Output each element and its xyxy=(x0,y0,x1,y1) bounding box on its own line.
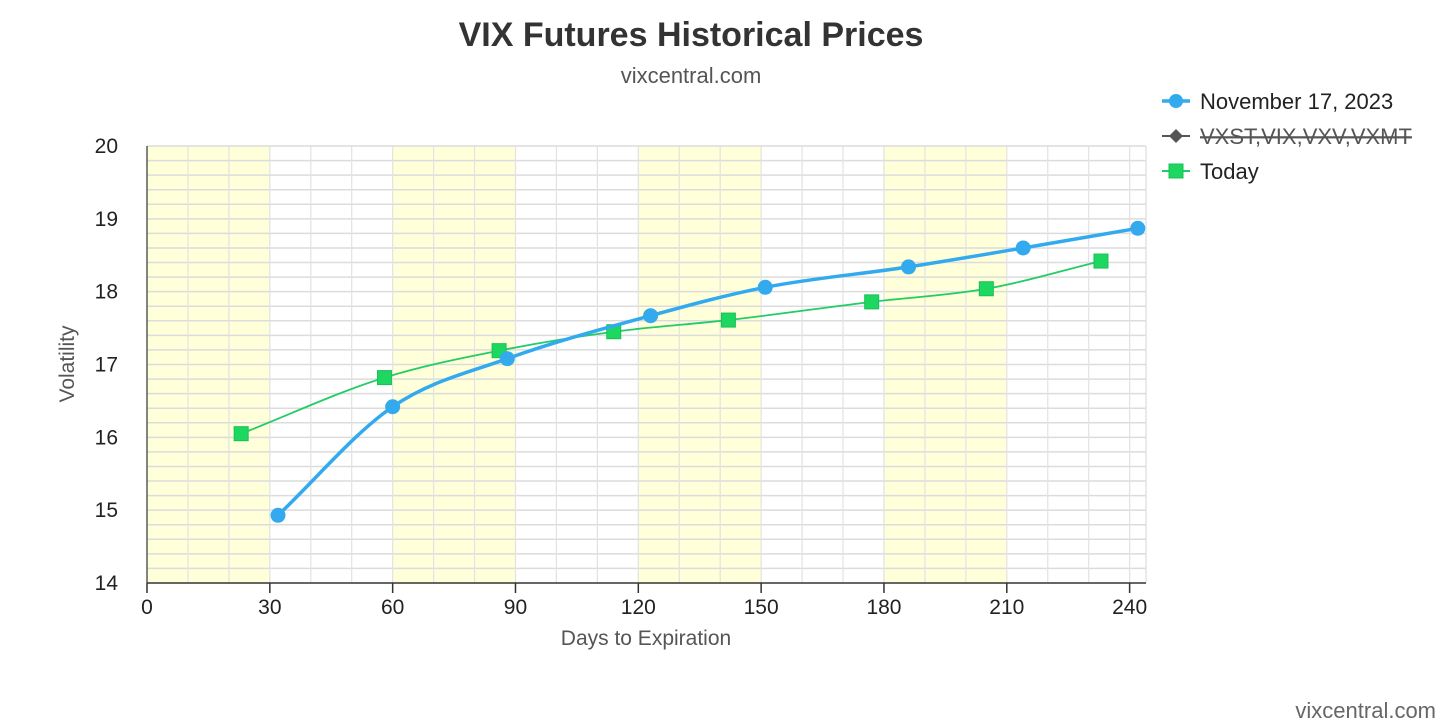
data-point[interactable] xyxy=(233,426,249,442)
data-point[interactable] xyxy=(499,351,515,367)
x-tick-label: 90 xyxy=(504,596,527,619)
legend-label: November 17, 2023 xyxy=(1200,89,1393,114)
grid xyxy=(147,145,1147,583)
data-point[interactable] xyxy=(978,281,994,297)
legend-label: VXST,VIX,VXV,VXMT xyxy=(1200,124,1412,149)
x-tick-label: 180 xyxy=(866,596,901,619)
legend-marker xyxy=(1168,163,1184,179)
legend-item-2[interactable]: Today xyxy=(1162,159,1259,184)
legend-marker xyxy=(1169,94,1183,108)
y-tick-label: 14 xyxy=(95,572,119,595)
y-tick-label: 16 xyxy=(95,426,118,449)
y-axis-title: Volatility xyxy=(56,325,79,403)
y-tick-label: 19 xyxy=(95,208,118,231)
x-tick-label: 0 xyxy=(141,596,153,619)
x-tick-label: 60 xyxy=(381,596,404,619)
x-tick-label: 30 xyxy=(258,596,281,619)
data-point[interactable] xyxy=(757,279,773,295)
y-tick-label: 20 xyxy=(95,135,118,158)
series-0 xyxy=(270,220,1146,523)
legend-item-0[interactable]: November 17, 2023 xyxy=(1162,89,1393,114)
x-tick-label: 240 xyxy=(1112,596,1147,619)
chart-title: VIX Futures Historical Prices xyxy=(459,16,924,54)
x-axis-title: Days to Expiration xyxy=(561,627,731,650)
y-tick-label: 18 xyxy=(95,281,118,304)
data-point[interactable] xyxy=(1015,240,1031,256)
data-point[interactable] xyxy=(1130,220,1146,236)
data-point[interactable] xyxy=(901,259,917,275)
data-point[interactable] xyxy=(1093,253,1109,269)
y-tick-label: 17 xyxy=(95,354,118,377)
data-point[interactable] xyxy=(270,507,286,523)
data-point[interactable] xyxy=(864,294,880,310)
series-layer xyxy=(233,220,1146,523)
data-point[interactable] xyxy=(376,370,392,386)
axes: 0 30 60 90 120 150 180 210 240 14 15 16 17 18 19 20 xyxy=(95,135,1148,619)
x-tick-label: 150 xyxy=(744,596,779,619)
legend-marker xyxy=(1169,129,1183,143)
legend-item-1[interactable]: VXST,VIX,VXV,VXMT xyxy=(1162,124,1412,149)
x-tick-label: 210 xyxy=(989,596,1024,619)
legend-label: Today xyxy=(1200,159,1259,184)
y-tick-label: 15 xyxy=(95,499,118,522)
data-point[interactable] xyxy=(643,308,659,324)
x-tick-label: 120 xyxy=(621,596,656,619)
credit-label: vixcentral.com xyxy=(1295,698,1436,723)
data-point[interactable] xyxy=(720,312,736,328)
legend: November 17, 2023 VXST,VIX,VXV,VXMT Today xyxy=(1162,89,1412,184)
chart-subtitle: vixcentral.com xyxy=(621,63,762,88)
data-point[interactable] xyxy=(385,399,401,415)
series-2 xyxy=(233,253,1109,442)
